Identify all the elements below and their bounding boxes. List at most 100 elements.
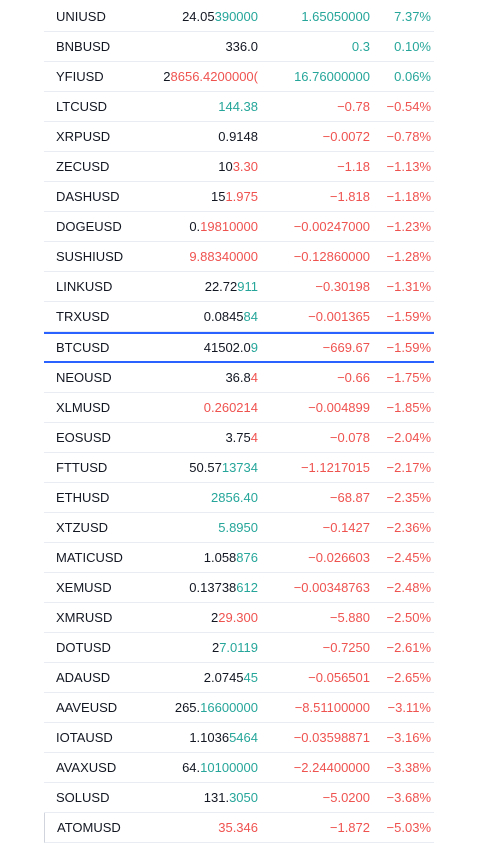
watchlist-row-maticusd[interactable]: MATICUSD 1.058876 −0.026603 −2.45% (44, 543, 434, 573)
change-percent: −1.13% (386, 159, 431, 174)
watchlist-row-solusd[interactable]: SOLUSD 131.3050 −5.0200 −3.68% (44, 783, 434, 813)
change-percent: −2.17% (386, 460, 431, 475)
last-price-stable-digits: 265. (174, 700, 201, 715)
change-percent: −2.50% (386, 610, 431, 625)
last-price-changed-digits: 5.8950 (218, 520, 258, 535)
change-value: 0.3 (351, 39, 370, 54)
watchlist-row-atomusd[interactable]: ATOMUSD 35.346 −1.872 −5.03% (44, 813, 434, 843)
watchlist-row-neousd[interactable]: NEOUSD 36.84 −0.66 −1.75% (44, 363, 434, 393)
last-price: 22.72911 (128, 272, 258, 301)
last-price: 0.19810000 (128, 212, 258, 241)
change-value: −0.12860000 (293, 249, 370, 264)
change-percent: −2.45% (386, 550, 431, 565)
watchlist-row-uniusd[interactable]: UNIUSD 24.05390000 1.65050000 7.37% (44, 2, 434, 32)
change-percent: −5.03% (386, 820, 431, 835)
watchlist-row-iotausd[interactable]: IOTAUSD 1.10365464 −0.03598871 −3.16% (44, 723, 434, 753)
last-price-stable-digits: 336.0 (225, 39, 258, 54)
watchlist-row-xtzusd[interactable]: XTZUSD 5.8950 −0.1427 −2.36% (44, 513, 434, 543)
last-price-changed-digits: 45 (243, 670, 258, 685)
watchlist-row-dashusd[interactable]: DASHUSD 151.975 −1.818 −1.18% (44, 182, 434, 212)
watchlist-row-ltcusd[interactable]: LTCUSD 144.38 −0.78 −0.54% (44, 92, 434, 122)
last-price-changed-digits: 911 (237, 279, 258, 294)
symbol-label: ETHUSD (56, 490, 110, 505)
symbol-label: LTCUSD (56, 99, 108, 114)
symbol-label: AAVEUSD (56, 700, 118, 715)
watchlist-row-xmrusd[interactable]: XMRUSD 229.300 −5.880 −2.50% (44, 603, 434, 633)
last-price: 336.0 (128, 32, 258, 61)
change-value: −0.078 (329, 430, 370, 445)
last-price: 5.8950 (128, 513, 258, 542)
last-price-changed-digits: 4 (250, 430, 258, 445)
last-price-stable-digits: 41502.0 (203, 340, 251, 355)
last-price-stable-digits: 50.57 (189, 460, 222, 475)
symbol-label: BNBUSD (56, 39, 111, 54)
change-percent: −3.68% (386, 790, 431, 805)
change-percent: −3.16% (386, 730, 431, 745)
change-percent: −0.78% (386, 129, 431, 144)
change-value: 1.65050000 (301, 9, 370, 24)
change-value: −1.1217015 (300, 460, 370, 475)
change-value: −0.03598871 (293, 730, 370, 745)
symbol-label: NEOUSD (56, 370, 112, 385)
watchlist-row-bnbusd[interactable]: BNBUSD 336.0 0.3 0.10% (44, 32, 434, 62)
last-price-stable-digits: 0.13738 (189, 580, 237, 595)
watchlist-row-trxusd[interactable]: TRXUSD 0.084584 −0.001365 −1.59% (44, 302, 434, 332)
watchlist-row-ethusd[interactable]: ETHUSD 2856.40 −68.87 −2.35% (44, 483, 434, 513)
change-value: −8.51100000 (294, 700, 370, 715)
change-value: −68.87 (329, 490, 370, 505)
watchlist-row-fttusd[interactable]: FTTUSD 50.5713734 −1.1217015 −2.17% (44, 453, 434, 483)
watchlist-row-xrpusd[interactable]: XRPUSD 0.9148 −0.0072 −0.78% (44, 122, 434, 152)
change-percent: −1.75% (386, 370, 431, 385)
watchlist-row-aaveusd[interactable]: AAVEUSD 265.16600000 −8.51100000 −3.11% (44, 693, 434, 723)
watchlist-row-dogeusd[interactable]: DOGEUSD 0.19810000 −0.00247000 −1.23% (44, 212, 434, 242)
watchlist-row-adausd[interactable]: ADAUSD 2.074545 −0.056501 −2.65% (44, 663, 434, 693)
watchlist-row-dotusd[interactable]: DOTUSD 27.0119 −0.7250 −2.61% (44, 633, 434, 663)
last-price-changed-digits: 35.346 (218, 820, 258, 835)
watchlist-row-yfiusd[interactable]: YFIUSD 28656.4200000(16.76000000 0.06% (44, 62, 434, 92)
symbol-label: XLMUSD (56, 400, 111, 415)
watchlist-row-avaxusd[interactable]: AVAXUSD 64.10100000 −2.24400000 −3.38% (44, 753, 434, 783)
last-price: 36.84 (128, 363, 258, 392)
last-price-changed-digits: 3050 (229, 790, 258, 805)
change-value: −0.00348763 (293, 580, 370, 595)
watchlist-row-sushiusd[interactable]: SUSHIUSD 9.88340000 −0.12860000 −1.28% (44, 242, 434, 272)
change-value: −1.872 (329, 820, 370, 835)
last-price-changed-digits: 612 (236, 580, 258, 595)
watchlist-row-linkusd[interactable]: LINKUSD 22.72911 −0.30198 −1.31% (44, 272, 434, 302)
watchlist-row-zecusd[interactable]: ZECUSD 103.30 −1.18 −1.13% (44, 152, 434, 182)
last-price-stable-digits: 2 (211, 640, 220, 655)
last-price: 0.084584 (128, 302, 258, 331)
last-price: 131.3050 (128, 783, 258, 812)
change-percent: −3.38% (386, 760, 431, 775)
last-price-changed-digits: 390000 (214, 9, 258, 24)
watchlist-row-eosusd[interactable]: EOSUSD 3.754 −0.078 −2.04% (44, 423, 434, 453)
last-price: 24.05390000 (128, 2, 258, 31)
last-price: 2856.40 (128, 483, 258, 512)
watchlist-row-xlmusd[interactable]: XLMUSD 0.260214 −0.004899 −1.85% (44, 393, 434, 423)
symbol-label: LINKUSD (56, 279, 113, 294)
watchlist-row-btcusd[interactable]: BTCUSD 41502.09 −669.67 −1.59% (44, 332, 434, 363)
symbol-label: ZECUSD (56, 159, 110, 174)
change-percent: 0.10% (394, 39, 431, 54)
last-price-stable-digits: 36.8 (225, 370, 251, 385)
change-percent: −1.28% (386, 249, 431, 264)
last-price-changed-digits: 16600000 (200, 700, 258, 715)
last-price-stable-digits: 1.1036 (189, 730, 230, 745)
last-price: 1.10365464 (128, 723, 258, 752)
change-percent: −3.11% (387, 700, 432, 715)
last-price: 41502.09 (128, 334, 258, 361)
last-price-changed-digits: 19810000 (200, 219, 258, 234)
last-price: 144.38 (128, 92, 258, 121)
change-value: −1.818 (329, 189, 370, 204)
last-price: 9.88340000 (128, 242, 258, 271)
last-price-stable-digits: 131. (203, 790, 230, 805)
last-price-changed-digits: 9 (250, 340, 258, 355)
watchlist-row-xemusd[interactable]: XEMUSD 0.13738612 −0.00348763 −2.48% (44, 573, 434, 603)
last-price: 64.10100000 (128, 753, 258, 782)
symbol-label: MATICUSD (56, 550, 123, 565)
symbol-label: DOGEUSD (56, 219, 122, 234)
change-value: −0.78 (337, 99, 370, 114)
last-price: 27.0119 (128, 633, 258, 662)
change-percent: −1.85% (386, 400, 431, 415)
last-price-changed-digits: 876 (236, 550, 258, 565)
